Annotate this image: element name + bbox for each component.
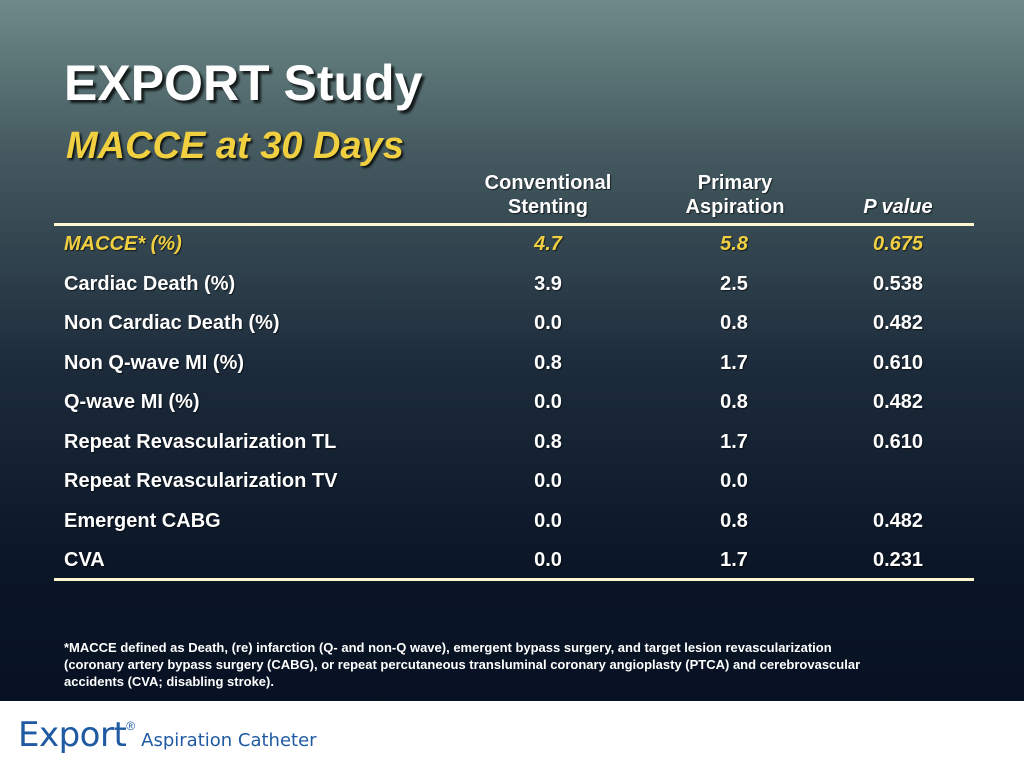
slide-subtitle: MACCE at 30 Days [66, 125, 404, 167]
slide: EXPORT Study MACCE at 30 Days Convention… [0, 55, 1024, 690]
aspiration-value: 0.8 [720, 391, 748, 413]
slide-title: EXPORT Study [64, 55, 423, 111]
table-row: Emergent CABG 0.0 0.8 0.482 [0, 509, 1024, 549]
conventional-value: 0.0 [534, 470, 562, 492]
row-label: MACCE* (%) [64, 233, 182, 255]
row-label: Cardiac Death (%) [64, 273, 236, 295]
row-label: Emergent CABG [64, 510, 221, 532]
p-value: 0.482 [872, 510, 924, 532]
aspiration-value: 1.7 [720, 549, 748, 571]
conventional-value: 4.7 [534, 233, 562, 255]
aspiration-value: 0.8 [720, 510, 748, 532]
aspiration-value: 1.7 [720, 431, 748, 453]
conventional-value: 0.0 [534, 549, 562, 571]
aspiration-value: 5.8 [720, 233, 748, 255]
footer-bar: Export® Aspiration Catheter [0, 701, 1024, 768]
column-header-conventional-line2: Stenting [508, 196, 588, 218]
logo-wordmark: Export [18, 715, 127, 755]
aspiration-value: 1.7 [720, 352, 748, 374]
p-value: 0.231 [872, 549, 924, 571]
table-row: Non Cardiac Death (%) 0.0 0.8 0.482 [0, 311, 1024, 351]
aspiration-value: 2.5 [720, 273, 748, 295]
footnote-line: *MACCE defined as Death, (re) infarction… [64, 640, 832, 655]
column-header-aspiration-line2: Aspiration [685, 196, 785, 218]
conventional-value: 0.0 [534, 312, 562, 334]
p-value: 0.538 [872, 273, 924, 295]
registered-mark: ® [126, 719, 136, 733]
conventional-value: 0.8 [534, 431, 562, 453]
row-label: CVA [64, 549, 105, 571]
p-value: 0.482 [872, 312, 924, 334]
footnote: *MACCE defined as Death, (re) infarction… [64, 639, 964, 690]
conventional-value: 0.8 [534, 352, 562, 374]
column-header-conventional-line1: Conventional [484, 172, 612, 194]
p-value: 0.610 [872, 431, 924, 453]
column-header-conventional: Conventional Stenting [470, 171, 626, 219]
table-bottom-rule [54, 578, 974, 581]
logo-tagline: Aspiration Catheter [141, 730, 317, 751]
p-value: 0.610 [872, 352, 924, 374]
p-value: 0.482 [872, 391, 924, 413]
row-label: Repeat Revascularization TL [64, 431, 337, 453]
conventional-value: 0.0 [534, 391, 562, 413]
row-label: Non Cardiac Death (%) [64, 312, 280, 334]
table-row: Q-wave MI (%) 0.0 0.8 0.482 [0, 390, 1024, 430]
column-header-pvalue: P value [863, 196, 933, 218]
export-logo: Export® Aspiration Catheter [18, 715, 317, 755]
footnote-line: accidents (CVA; disabling stroke). [64, 674, 274, 689]
row-label: Repeat Revascularization TV [64, 470, 338, 492]
footnote-line: (coronary artery bypass surgery (CABG), … [64, 657, 861, 672]
aspiration-value: 0.8 [720, 312, 748, 334]
table-row-macce: MACCE* (%) 4.7 5.8 0.675 [0, 232, 1024, 272]
table-row: Non Q-wave MI (%) 0.8 1.7 0.610 [0, 351, 1024, 391]
row-label: Non Q-wave MI (%) [64, 352, 245, 374]
conventional-value: 3.9 [534, 273, 562, 295]
table-top-rule [54, 223, 974, 226]
conventional-value: 0.0 [534, 510, 562, 532]
table-row: CVA 0.0 1.7 0.231 [0, 548, 1024, 588]
p-value: 0.675 [872, 233, 924, 255]
table-row: Cardiac Death (%) 3.9 2.5 0.538 [0, 272, 1024, 312]
row-label: Q-wave MI (%) [64, 391, 200, 413]
column-header-aspiration: Primary Aspiration [660, 171, 810, 219]
aspiration-value: 0.0 [720, 470, 748, 492]
table-row: Repeat Revascularization TV 0.0 0.0 [0, 469, 1024, 509]
column-header-aspiration-line1: Primary [697, 172, 773, 194]
table-row: Repeat Revascularization TL 0.8 1.7 0.610 [0, 430, 1024, 470]
